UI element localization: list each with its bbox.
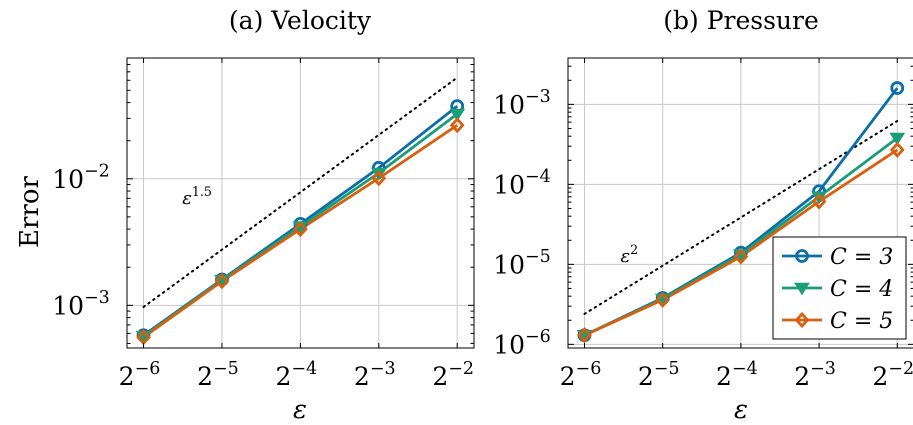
pressure-x-tick-label: 2−4 <box>716 359 758 391</box>
pressure-series-3-point <box>811 193 827 210</box>
pressure-x-tick-label: 2−2 <box>872 359 913 391</box>
legend: C = 3 C = 4 C = 5 <box>772 236 907 340</box>
legend-label: C = 4 <box>830 277 893 302</box>
pressure-y-tick-label: 10−5 <box>493 247 551 279</box>
panel-pressure-axes: 2−6 2−5 2−4 2−3 2−2 10−6 10−5 10−4 10−3 <box>493 58 913 391</box>
pressure-x-tick-label: 2−5 <box>638 359 680 391</box>
legend-swatch-marker <box>794 282 810 296</box>
legend-swatch-marker <box>795 249 809 263</box>
velocity-x-tick-label: 2−5 <box>197 359 239 391</box>
velocity-series-3-point <box>214 273 230 290</box>
velocity-series-3-point <box>371 170 387 187</box>
pressure-y-tick-label: 10−4 <box>493 167 551 199</box>
pressure-series-2-point <box>889 132 906 146</box>
panel-velocity-title: (a) Velocity <box>229 6 372 35</box>
panel-pressure-xlabel: ε <box>734 395 748 425</box>
velocity-y-tick-label: 10−2 <box>52 162 110 194</box>
velocity-x-tick-label: 2−4 <box>276 359 318 391</box>
legend-label: C = 3 <box>830 245 893 270</box>
pressure-reference-label: ε2 <box>620 242 638 267</box>
panel-pressure-title: (b) Pressure <box>663 6 819 35</box>
velocity-reference-label: ε1.5 <box>182 184 212 209</box>
pressure-y-tick-label: 10−3 <box>493 87 551 119</box>
legend-swatch-marker <box>794 311 810 329</box>
pressure-x-tick-label: 2−6 <box>560 359 602 391</box>
panel-velocity-axes: 2−6 2−5 2−4 2−3 2−2 10−3 10−2 <box>52 58 474 391</box>
pressure-series-1-point <box>890 81 905 95</box>
pressure-series-3-point <box>577 327 592 344</box>
panel-velocity: (a) Velocity ε1.5 2−6 2−5 2−4 2−3 2−2 10−3 10−… <box>52 6 475 425</box>
panel-pressure-plot: ε2 <box>576 81 906 344</box>
velocity-series-3-point <box>292 221 308 238</box>
pressure-reference-line <box>583 119 899 315</box>
velocity-reference-line <box>142 76 459 308</box>
panel-velocity-grid <box>127 58 474 348</box>
pressure-y-tick-label: 10−6 <box>493 327 551 359</box>
velocity-series-2-point <box>449 108 466 122</box>
velocity-x-tick-label: 2−6 <box>119 359 161 391</box>
pressure-x-tick-label: 2−3 <box>794 359 836 391</box>
velocity-y-tick-label: 10−3 <box>52 288 110 320</box>
pressure-series-3-point <box>655 291 671 308</box>
panel-velocity-xlabel: ε <box>293 395 307 425</box>
pressure-series-3-point <box>889 141 905 158</box>
velocity-series-3-point <box>449 117 465 134</box>
velocity-x-tick-label: 2−2 <box>432 359 474 391</box>
velocity-x-tick-label: 2−3 <box>354 359 396 391</box>
legend-label: C = 5 <box>830 309 893 334</box>
figure-ylabel: Error <box>15 175 45 247</box>
panel-pressure: (b) Pressure ε2 2−6 2−5 2−4 2−3 2−2 10−6 10−5 1… <box>493 6 913 425</box>
panel-velocity-plot: ε1.5 <box>135 76 466 346</box>
pressure-series-3-point <box>733 248 749 265</box>
